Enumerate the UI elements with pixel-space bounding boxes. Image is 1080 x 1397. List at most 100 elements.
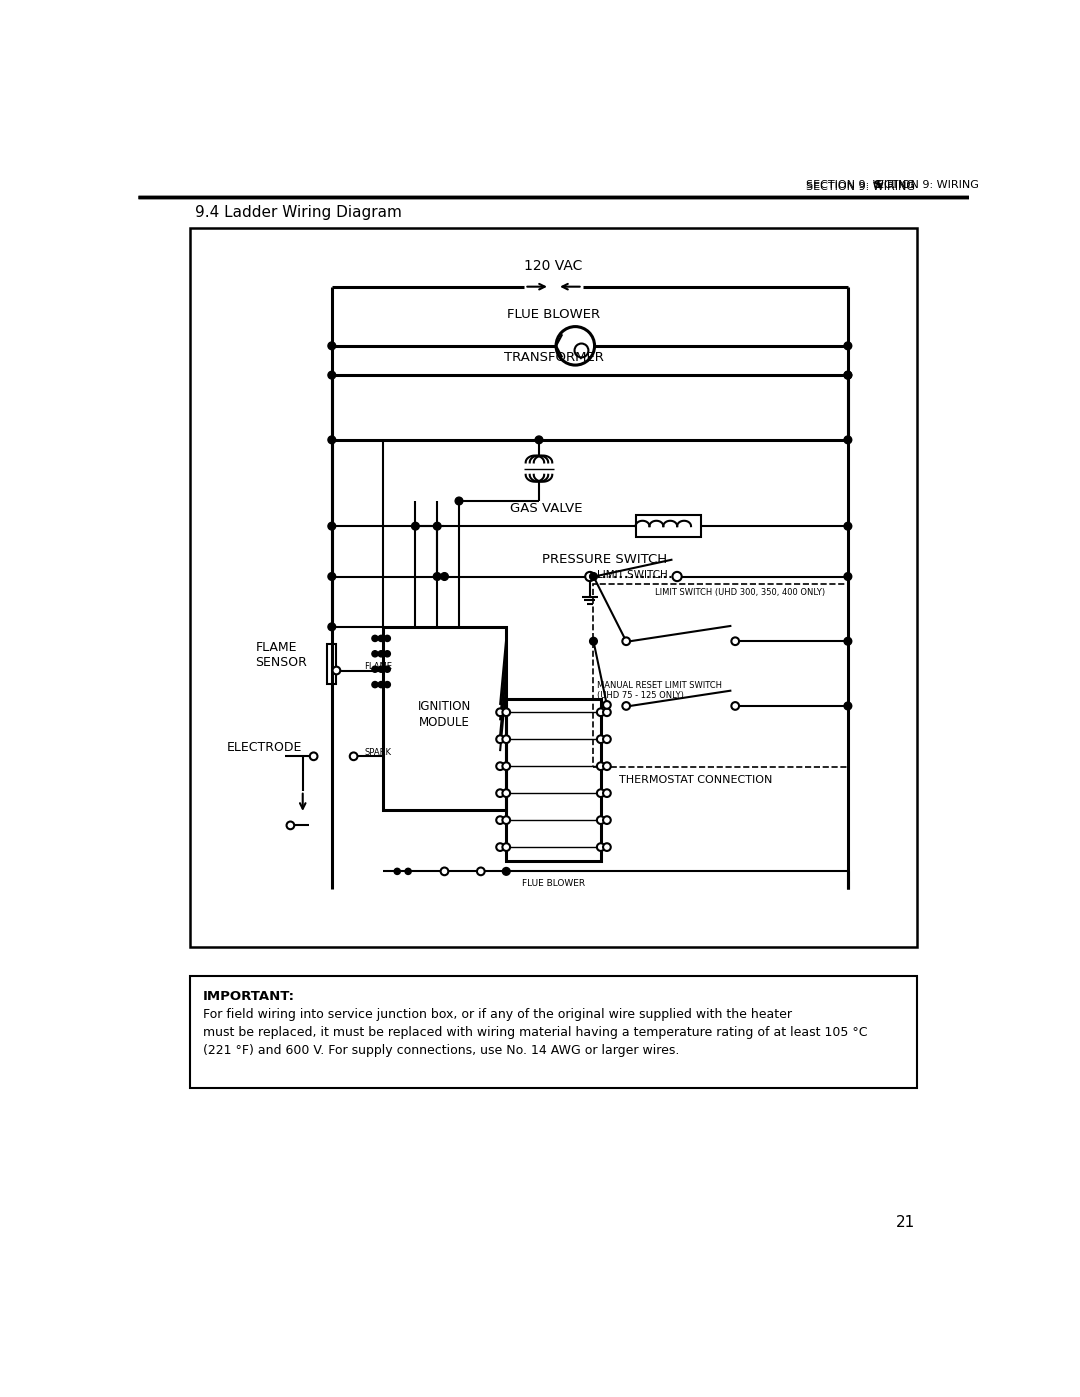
- Circle shape: [372, 682, 378, 687]
- Circle shape: [502, 708, 510, 717]
- Circle shape: [477, 868, 485, 875]
- Circle shape: [378, 651, 384, 657]
- Circle shape: [378, 666, 384, 672]
- Circle shape: [328, 372, 336, 379]
- Circle shape: [328, 436, 336, 444]
- Circle shape: [372, 636, 378, 641]
- Circle shape: [328, 342, 336, 349]
- Circle shape: [350, 753, 357, 760]
- Circle shape: [590, 637, 597, 645]
- Text: MODULE: MODULE: [419, 715, 470, 729]
- Text: ELECTRODE: ELECTRODE: [227, 740, 301, 753]
- Circle shape: [441, 573, 448, 580]
- Circle shape: [845, 372, 852, 379]
- Circle shape: [502, 868, 510, 875]
- Circle shape: [603, 789, 611, 798]
- Bar: [190, 977, 917, 1088]
- Text: FLUE BLOWER: FLUE BLOWER: [507, 309, 600, 321]
- Circle shape: [433, 573, 441, 580]
- Circle shape: [455, 497, 463, 504]
- Circle shape: [378, 636, 384, 641]
- Circle shape: [597, 816, 605, 824]
- Text: ECTION 9: WIRING: ECTION 9: WIRING: [877, 180, 978, 190]
- Text: 9.4 Ladder Wiring Diagram: 9.4 Ladder Wiring Diagram: [195, 205, 403, 219]
- Text: For field wiring into service junction box, or if any of the original wire suppl: For field wiring into service junction b…: [203, 1009, 792, 1021]
- Text: IGNITION: IGNITION: [418, 700, 471, 714]
- Circle shape: [372, 666, 378, 672]
- Circle shape: [603, 816, 611, 824]
- Text: SENSOR: SENSOR: [256, 657, 308, 669]
- Text: LIMIT SWITCH (UHD 300, 350, 400 ONLY): LIMIT SWITCH (UHD 300, 350, 400 ONLY): [656, 588, 825, 598]
- Text: S: S: [873, 180, 881, 190]
- Text: (221 °F) and 600 V. For supply connections, use No. 14 AWG or larger wires.: (221 °F) and 600 V. For supply connectio…: [203, 1044, 679, 1058]
- Circle shape: [372, 651, 378, 657]
- Circle shape: [597, 844, 605, 851]
- Circle shape: [384, 682, 390, 687]
- Circle shape: [328, 522, 336, 529]
- Circle shape: [502, 816, 510, 824]
- Text: SECTION 9: WIRING: SECTION 9: WIRING: [807, 180, 916, 190]
- Circle shape: [496, 789, 504, 798]
- Bar: [190, 228, 917, 947]
- Circle shape: [328, 623, 336, 630]
- Text: MANUAL RESET LIMIT SWITCH
(UHD 75 - 125 ONLY): MANUAL RESET LIMIT SWITCH (UHD 75 - 125 …: [597, 682, 723, 700]
- Circle shape: [597, 708, 605, 717]
- Circle shape: [603, 735, 611, 743]
- Circle shape: [502, 844, 510, 851]
- Circle shape: [845, 522, 852, 529]
- Circle shape: [603, 708, 611, 717]
- Circle shape: [496, 844, 504, 851]
- Circle shape: [496, 735, 504, 743]
- Circle shape: [845, 703, 852, 710]
- Text: 120 VAC: 120 VAC: [524, 258, 583, 272]
- Circle shape: [394, 869, 401, 875]
- Bar: [636, 515, 701, 536]
- Circle shape: [502, 789, 510, 798]
- Text: must be replaced, it must be replaced with wiring material having a temperature : must be replaced, it must be replaced wi…: [203, 1027, 867, 1039]
- Text: FLAME: FLAME: [365, 662, 392, 671]
- Circle shape: [441, 868, 448, 875]
- Text: FLUE BLOWER: FLUE BLOWER: [522, 879, 585, 888]
- Circle shape: [405, 869, 411, 875]
- Circle shape: [496, 763, 504, 770]
- Circle shape: [845, 436, 852, 444]
- Circle shape: [496, 816, 504, 824]
- Circle shape: [603, 844, 611, 851]
- Text: SPARK: SPARK: [365, 747, 392, 757]
- Circle shape: [731, 703, 739, 710]
- Text: 21: 21: [896, 1215, 916, 1229]
- Circle shape: [496, 708, 504, 717]
- Circle shape: [597, 735, 605, 743]
- Circle shape: [384, 636, 390, 641]
- Circle shape: [585, 571, 594, 581]
- Circle shape: [731, 637, 739, 645]
- Circle shape: [502, 735, 510, 743]
- Text: THERMOSTAT CONNECTION: THERMOSTAT CONNECTION: [619, 775, 772, 785]
- Circle shape: [845, 637, 852, 645]
- Circle shape: [603, 763, 611, 770]
- Circle shape: [590, 573, 597, 580]
- Circle shape: [502, 763, 510, 770]
- Circle shape: [622, 703, 630, 710]
- Circle shape: [328, 573, 336, 580]
- Circle shape: [378, 682, 384, 687]
- Bar: [327, 644, 337, 685]
- Circle shape: [411, 522, 419, 529]
- Circle shape: [673, 571, 681, 581]
- Circle shape: [597, 763, 605, 770]
- Circle shape: [333, 666, 340, 675]
- Text: FLAME: FLAME: [256, 641, 297, 654]
- Circle shape: [433, 522, 441, 529]
- Circle shape: [310, 753, 318, 760]
- Bar: [382, 627, 507, 810]
- Circle shape: [535, 436, 543, 444]
- Circle shape: [845, 342, 852, 349]
- Text: GAS VALVE: GAS VALVE: [510, 503, 582, 515]
- Circle shape: [384, 666, 390, 672]
- Circle shape: [845, 573, 852, 580]
- Text: PRESSURE SWITCH: PRESSURE SWITCH: [542, 553, 667, 566]
- Text: SECTION 9: WIRING: SECTION 9: WIRING: [807, 182, 916, 191]
- Text: TRANSFORMER: TRANSFORMER: [503, 352, 604, 365]
- Circle shape: [845, 372, 852, 379]
- Circle shape: [384, 651, 390, 657]
